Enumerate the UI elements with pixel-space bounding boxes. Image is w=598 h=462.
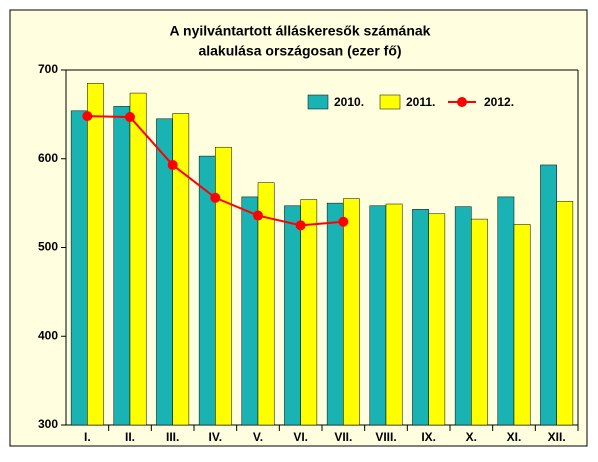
y-tick-label: 300 <box>38 417 58 431</box>
bar <box>241 196 259 426</box>
x-tick-label: I. <box>84 430 91 444</box>
line-point <box>295 220 306 231</box>
bar <box>471 218 488 426</box>
bar <box>300 199 318 426</box>
bar <box>172 113 190 426</box>
bar <box>70 110 88 426</box>
bar <box>540 164 557 426</box>
x-tick-label: V. <box>253 430 263 444</box>
x-tick-label: VI. <box>293 430 308 444</box>
bar <box>556 201 574 426</box>
legend-label: 2011. <box>406 95 435 109</box>
x-tick-label: XII. <box>548 430 566 444</box>
bar <box>343 198 360 426</box>
bar <box>428 213 446 426</box>
x-tick-label: VII. <box>334 430 352 444</box>
bar <box>129 92 147 426</box>
bar <box>87 83 104 426</box>
line-point <box>210 192 221 203</box>
x-tick-label: IV. <box>209 430 223 444</box>
chart-title: A nyilvántartott álláskeresők számának <box>170 23 431 39</box>
bar <box>369 205 387 426</box>
bar <box>454 206 472 426</box>
legend-label: 2012. <box>484 95 514 109</box>
line-point <box>167 159 178 170</box>
y-tick-label: 500 <box>38 240 58 254</box>
line-point <box>253 210 263 221</box>
y-tick-label: 700 <box>38 62 58 76</box>
bar <box>113 106 131 426</box>
bar <box>326 202 344 426</box>
y-tick-label: 400 <box>38 328 58 342</box>
bar <box>513 224 531 426</box>
line-point <box>338 216 349 227</box>
line-point <box>82 111 93 122</box>
chart-title: alakulása országosan (ezer fő) <box>198 43 401 59</box>
x-tick-label: VIII. <box>375 430 396 444</box>
line-point <box>125 112 135 123</box>
x-tick-label: III. <box>166 430 179 444</box>
bar <box>257 182 275 426</box>
legend-swatch <box>379 94 401 110</box>
x-tick-label: IX. <box>421 430 436 444</box>
x-tick-label: II. <box>125 430 135 444</box>
legend-swatch <box>307 94 329 110</box>
bar <box>497 196 515 426</box>
legend-marker <box>457 97 467 107</box>
x-tick-label: XI. <box>507 430 522 444</box>
y-tick-label: 600 <box>38 151 58 165</box>
bar <box>215 146 232 426</box>
x-tick-label: X. <box>466 430 477 444</box>
bar <box>412 209 429 426</box>
bar <box>284 205 301 426</box>
bar <box>385 203 403 426</box>
legend-label: 2010. <box>334 95 364 109</box>
